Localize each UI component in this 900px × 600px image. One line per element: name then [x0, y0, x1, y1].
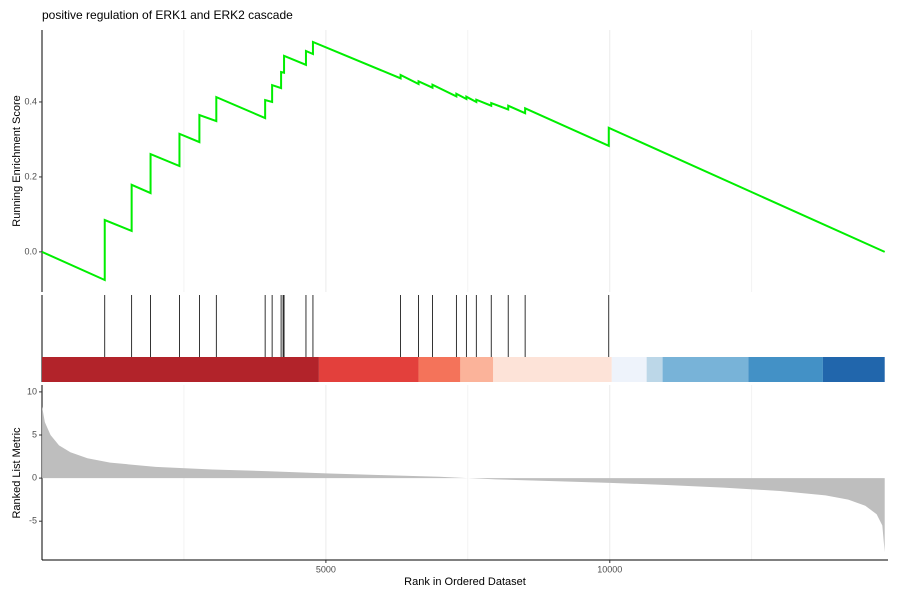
- color-band: [493, 357, 612, 382]
- y-tick-label: 10: [27, 386, 37, 396]
- y-tick-label: -5: [29, 516, 37, 526]
- es-axis-label: Running Enrichment Score: [11, 95, 23, 226]
- metric-area: [42, 406, 885, 553]
- color-band: [318, 357, 419, 382]
- y-tick-label: 0.2: [24, 171, 37, 181]
- color-band: [646, 357, 663, 382]
- color-band: [662, 357, 749, 382]
- color-band: [460, 357, 494, 382]
- x-tick-label: 5000: [316, 564, 336, 574]
- y-tick-label: 5: [32, 429, 37, 439]
- color-band: [42, 357, 319, 382]
- color-band: [611, 357, 647, 382]
- y-tick-label: 0: [32, 472, 37, 482]
- color-band: [418, 357, 461, 382]
- color-band: [748, 357, 823, 382]
- color-band: [822, 357, 885, 382]
- x-tick-label: 10000: [597, 564, 622, 574]
- y-tick-label: 0.4: [24, 96, 37, 106]
- y-tick-label: 0.0: [24, 246, 37, 256]
- x-axis-label: Rank in Ordered Dataset: [404, 576, 526, 588]
- enrichment-line: [41, 40, 886, 282]
- chart-title: positive regulation of ERK1 and ERK2 cas…: [42, 8, 293, 22]
- metric-axis-label: Ranked List Metric: [11, 427, 23, 519]
